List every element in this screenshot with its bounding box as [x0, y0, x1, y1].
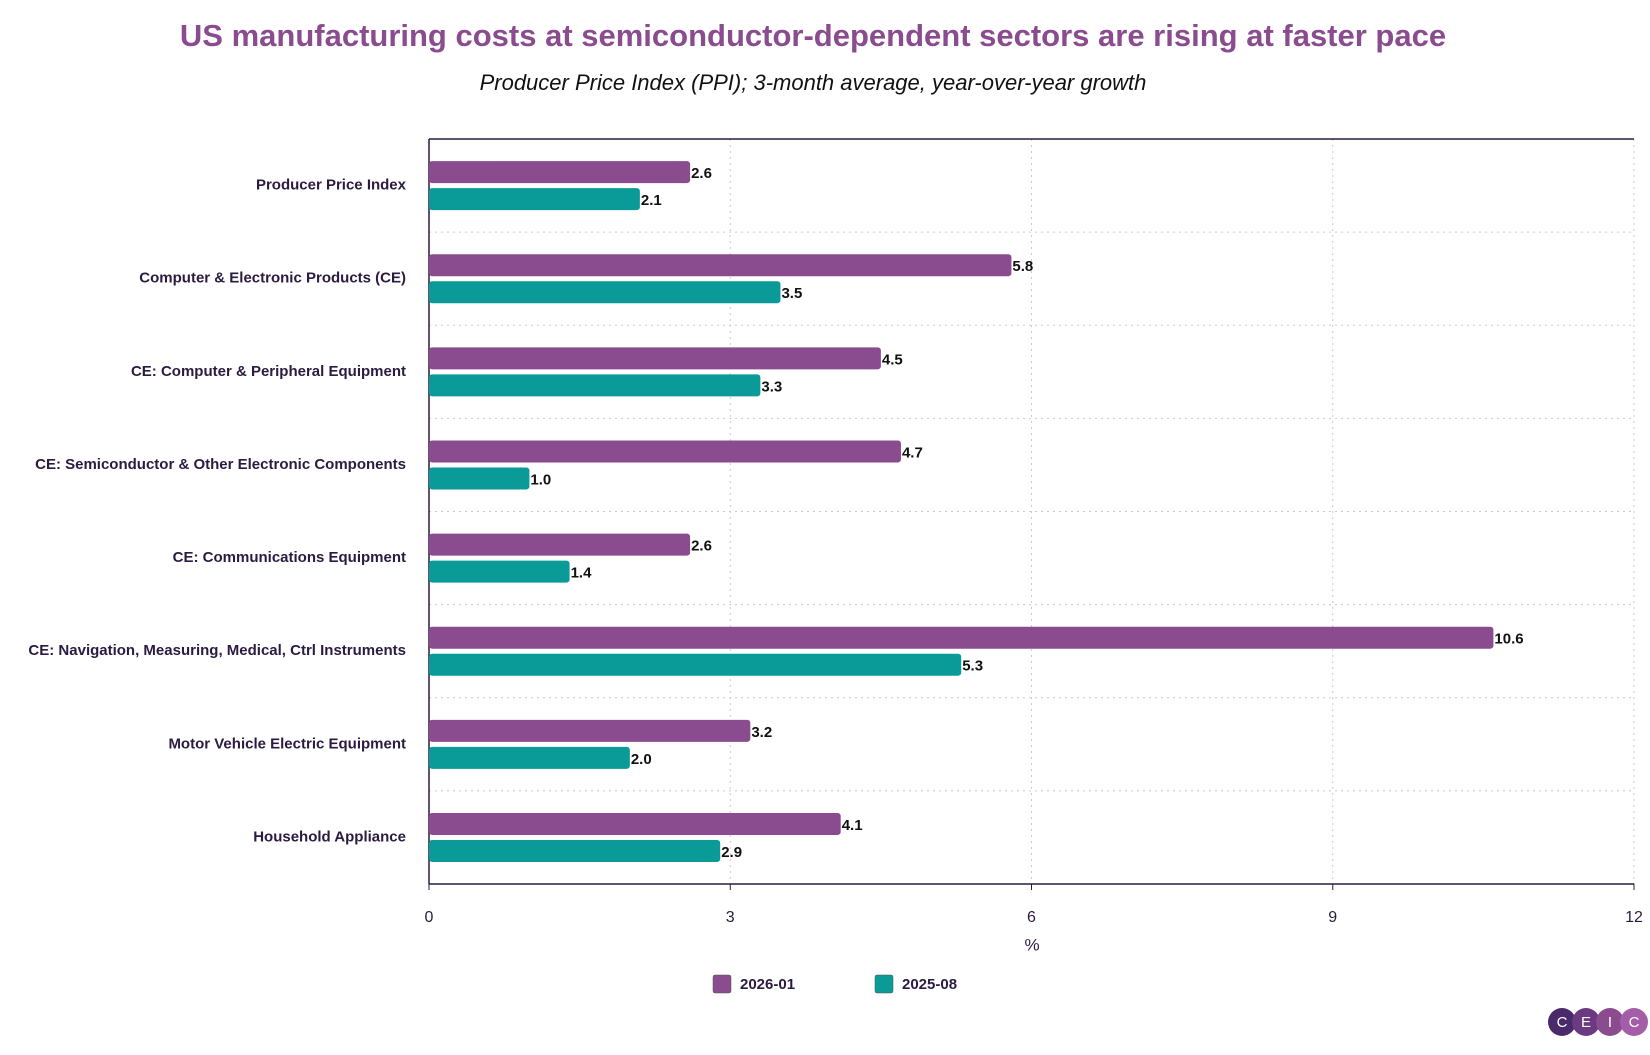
value-label: 1.0: [530, 471, 551, 488]
x-tick-label: 0: [425, 909, 434, 926]
bar: [429, 281, 781, 304]
logo-letter: E: [1581, 1014, 1591, 1031]
value-label: 3.5: [781, 285, 802, 302]
legend-label: 2026-01: [740, 976, 795, 993]
bar: [429, 188, 640, 211]
x-tick-label: 3: [726, 909, 735, 926]
y-tick-label: Producer Price Index: [256, 177, 407, 194]
logo-circle: [1548, 1008, 1576, 1036]
bar: [429, 812, 841, 835]
y-tick-label: CE: Computer & Peripheral Equipment: [131, 363, 406, 380]
value-label: 4.7: [902, 444, 923, 461]
value-label: 10.6: [1494, 631, 1523, 648]
x-tick-label: 12: [1625, 909, 1643, 926]
value-label: 1.4: [571, 565, 593, 582]
y-tick-label: CE: Semiconductor & Other Electronic Com…: [35, 456, 406, 473]
bar: [429, 347, 881, 370]
value-label: 4.5: [882, 351, 903, 368]
value-label: 5.8: [1012, 258, 1033, 275]
logo-circle: [1596, 1008, 1624, 1036]
x-tick-label: 6: [1027, 909, 1036, 926]
value-label: 2.6: [691, 165, 712, 182]
bar: [429, 161, 691, 184]
value-label: 2.6: [691, 538, 712, 555]
y-tick-label: CE: Navigation, Measuring, Medical, Ctrl…: [28, 642, 406, 659]
x-axis-label: %: [1024, 935, 1039, 954]
bar: [429, 374, 761, 397]
bar: [429, 254, 1012, 277]
legend-swatch: [874, 974, 894, 994]
bar: [429, 746, 630, 769]
y-tick-label: Motor Vehicle Electric Equipment: [168, 735, 406, 752]
legend-swatch: [712, 974, 732, 994]
value-label: 2.1: [641, 192, 662, 209]
y-tick-label: Household Appliance: [253, 828, 406, 845]
value-label: 2.9: [721, 844, 742, 861]
bar: [429, 467, 530, 490]
value-label: 3.3: [761, 378, 782, 395]
bar: [429, 533, 691, 556]
bar: [429, 626, 1494, 649]
bar: [429, 653, 962, 676]
chart-subtitle: Producer Price Index (PPI); 3-month aver…: [480, 70, 1147, 95]
logo-letter: I: [1608, 1014, 1612, 1031]
logo-circle: [1572, 1008, 1600, 1036]
logo-letter: C: [1629, 1014, 1640, 1031]
bar: [429, 560, 570, 583]
x-tick-label: 9: [1328, 909, 1337, 926]
bar: [429, 839, 721, 862]
bar: [429, 719, 751, 742]
value-label: 4.1: [842, 817, 863, 834]
logo-circle: [1620, 1008, 1648, 1036]
value-label: 5.3: [962, 658, 983, 675]
value-label: 2.0: [631, 751, 652, 768]
bar: [429, 440, 901, 463]
legend-label: 2025-08: [902, 976, 957, 993]
y-tick-label: CE: Communications Equipment: [173, 549, 406, 566]
value-label: 3.2: [751, 724, 772, 741]
y-tick-label: Computer & Electronic Products (CE): [139, 270, 406, 287]
logo-letter: C: [1557, 1014, 1568, 1031]
chart-title: US manufacturing costs at semiconductor-…: [180, 18, 1446, 53]
